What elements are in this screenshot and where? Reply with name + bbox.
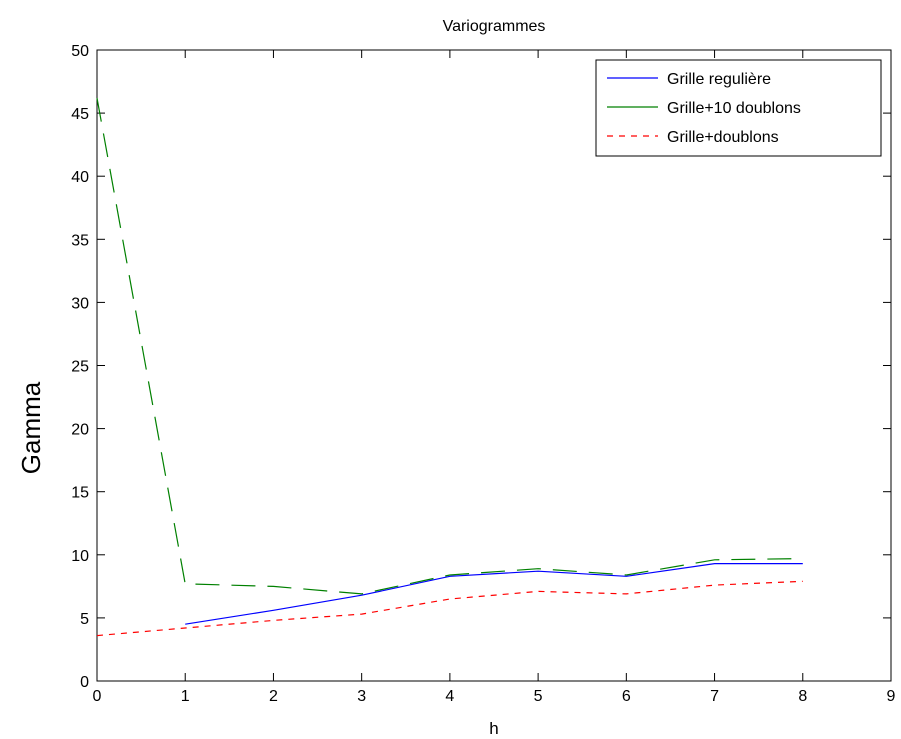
- y-tick-label: 25: [71, 359, 89, 376]
- legend-label: Grille regulière: [667, 71, 771, 88]
- y-axis-label: Gamma: [16, 381, 46, 474]
- x-tick-label: 4: [445, 688, 454, 705]
- x-tick-label: 9: [887, 688, 896, 705]
- y-tick-label: 0: [80, 674, 89, 691]
- x-axis-label: h: [489, 719, 498, 738]
- y-tick-label: 45: [71, 106, 89, 123]
- x-tick-label: 5: [534, 688, 543, 705]
- x-tick-label: 7: [710, 688, 719, 705]
- legend-box: [595, 59, 882, 157]
- x-tick-label: 1: [181, 688, 190, 705]
- chart-title: Variogrammes: [443, 18, 546, 35]
- x-tick-label: 3: [357, 688, 366, 705]
- series-lines: [96, 97, 803, 637]
- y-tick-label: 40: [71, 169, 89, 186]
- legend-label: Grille+doublons: [667, 129, 779, 146]
- x-tick-label: 8: [798, 688, 807, 705]
- legend-label: Grille+10 doublons: [667, 100, 801, 117]
- y-tick-label: 30: [71, 295, 89, 312]
- x-tick-label: 2: [269, 688, 278, 705]
- y-tick-label: 20: [71, 422, 89, 439]
- series-line-2: [96, 97, 803, 595]
- y-tick-label: 10: [71, 548, 89, 565]
- series-line-1: [185, 562, 803, 625]
- y-tick-label: 5: [80, 611, 89, 628]
- x-tick-label: 0: [93, 688, 102, 705]
- x-tick-label: 6: [622, 688, 631, 705]
- series-line-3: [96, 580, 803, 637]
- y-tick-label: 35: [71, 232, 89, 249]
- y-tick-label: 15: [71, 485, 89, 502]
- y-tick-label: 50: [71, 43, 89, 60]
- legend: Grille regulière Grille+10 doublons Grille…: [595, 59, 882, 157]
